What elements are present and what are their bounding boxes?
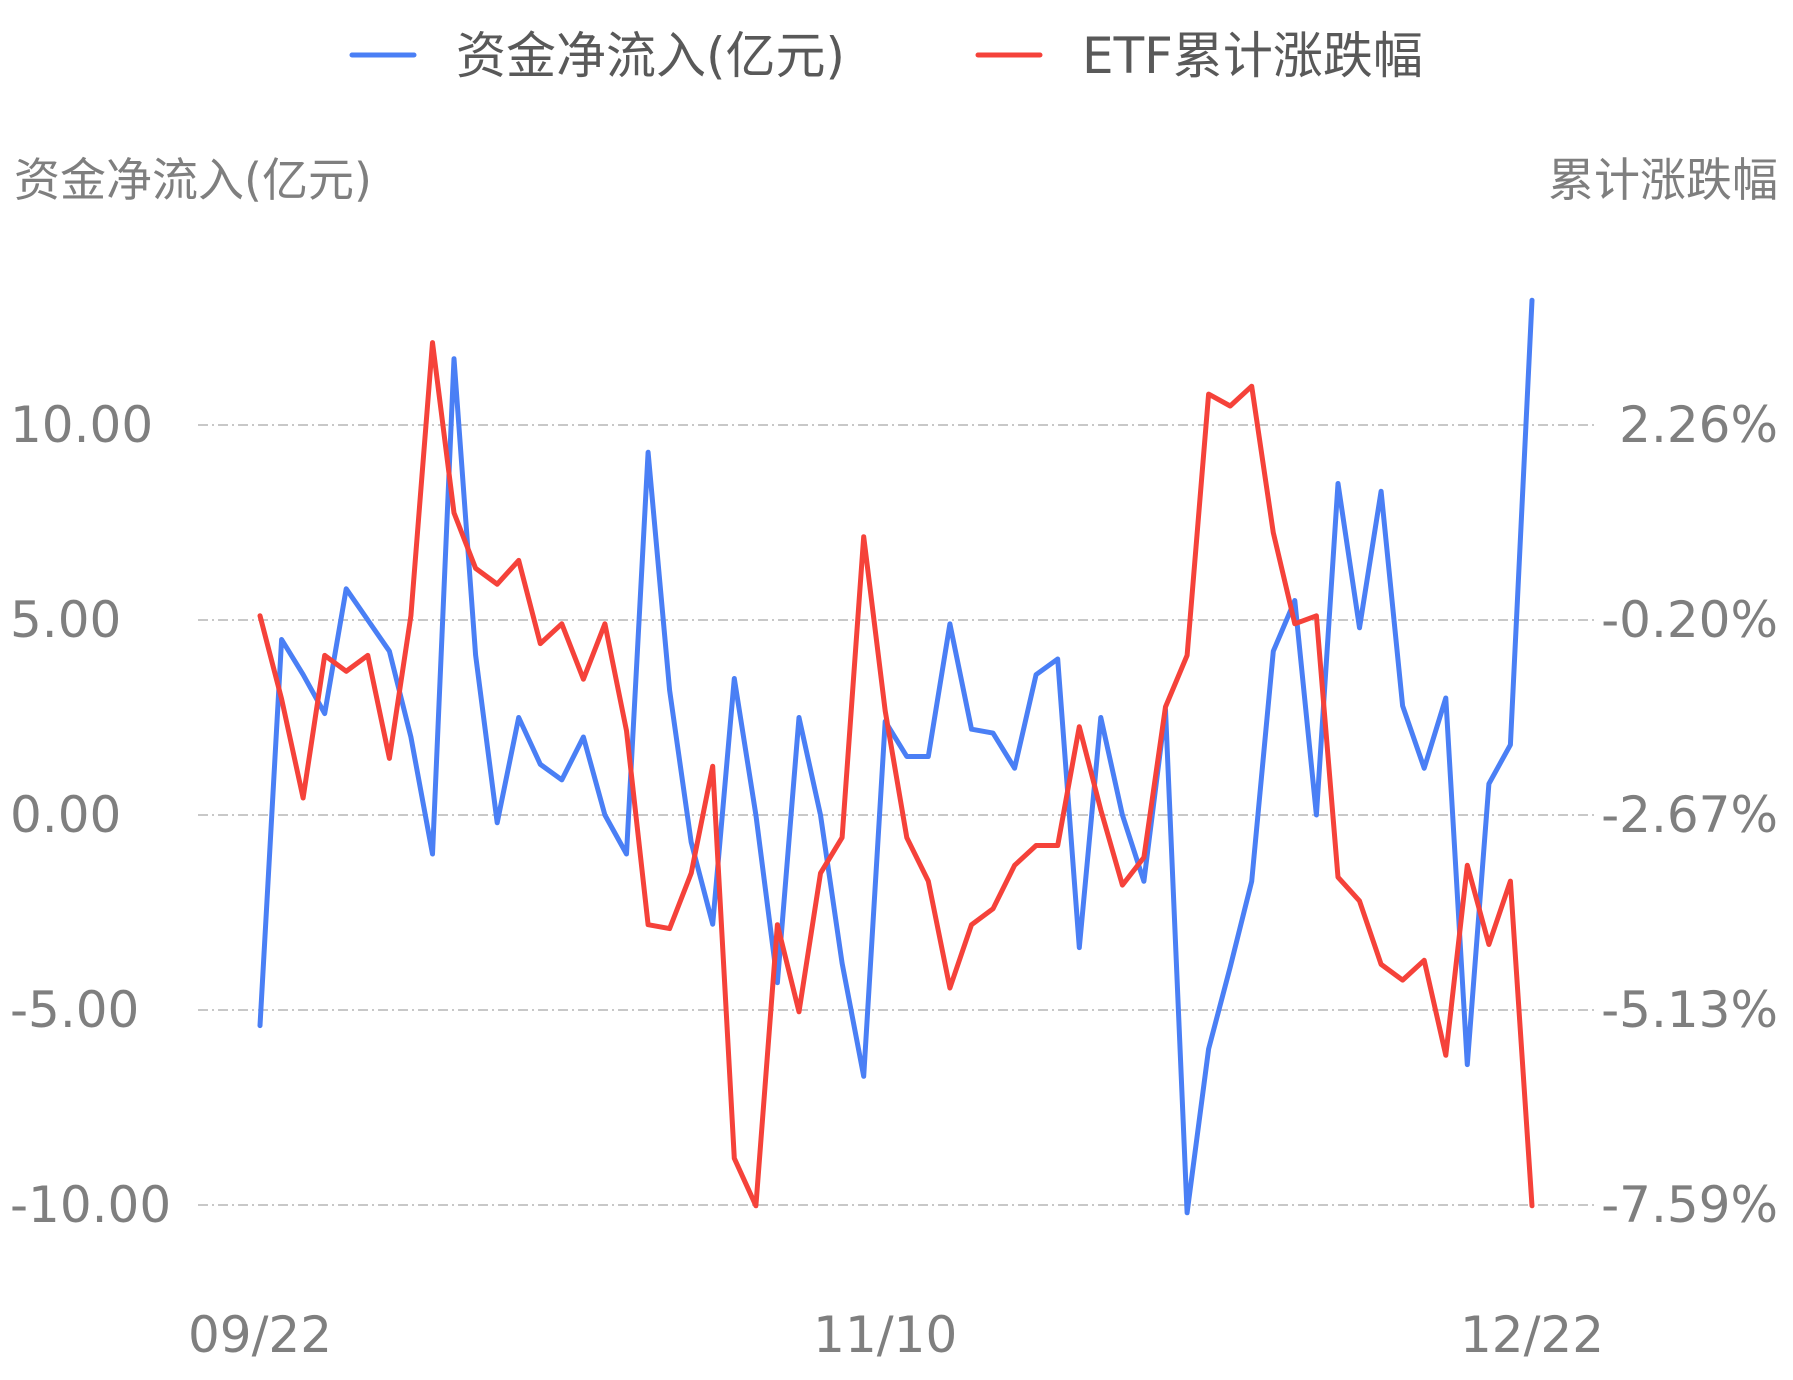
net-inflow-series-line [257,297,1535,1216]
x-tick-label: 12/22 [1460,1306,1604,1364]
right-tick-label: -5.13% [1601,981,1778,1039]
series-layer [257,297,1535,1216]
right-tick-label: -0.20% [1601,591,1778,649]
legend: 资金净流入(亿元) ETF累计涨跌幅 [349,27,1423,85]
left-tick-label: -5.00 [10,981,139,1039]
right-tick-label: 2.26% [1619,396,1778,454]
right-tick-label: -2.67% [1601,786,1778,844]
x-tick-label: 09/22 [188,1306,332,1364]
left-tick-label: 0.00 [10,786,121,844]
cumulative-change-series-line [257,340,1535,1209]
axes: 资金净流入(亿元) 累计涨跌幅 10.00 2.26% 5.00 -0.20% 0.00… [10,153,1778,1364]
left-tick-label: 5.00 [10,591,121,649]
left-tick-label: -10.00 [10,1176,171,1234]
right-tick-label: -7.59% [1601,1176,1778,1234]
left-tick-label: 10.00 [10,396,153,454]
grid-lines [198,424,1598,1206]
legend-label: 资金净流入(亿元) [456,27,845,85]
left-axis-title: 资金净流入(亿元) [14,153,372,207]
legend-label: ETF累计涨跌幅 [1082,27,1423,85]
x-tick-label: 11/10 [813,1306,957,1364]
right-axis-title: 累计涨跌幅 [1548,153,1778,207]
